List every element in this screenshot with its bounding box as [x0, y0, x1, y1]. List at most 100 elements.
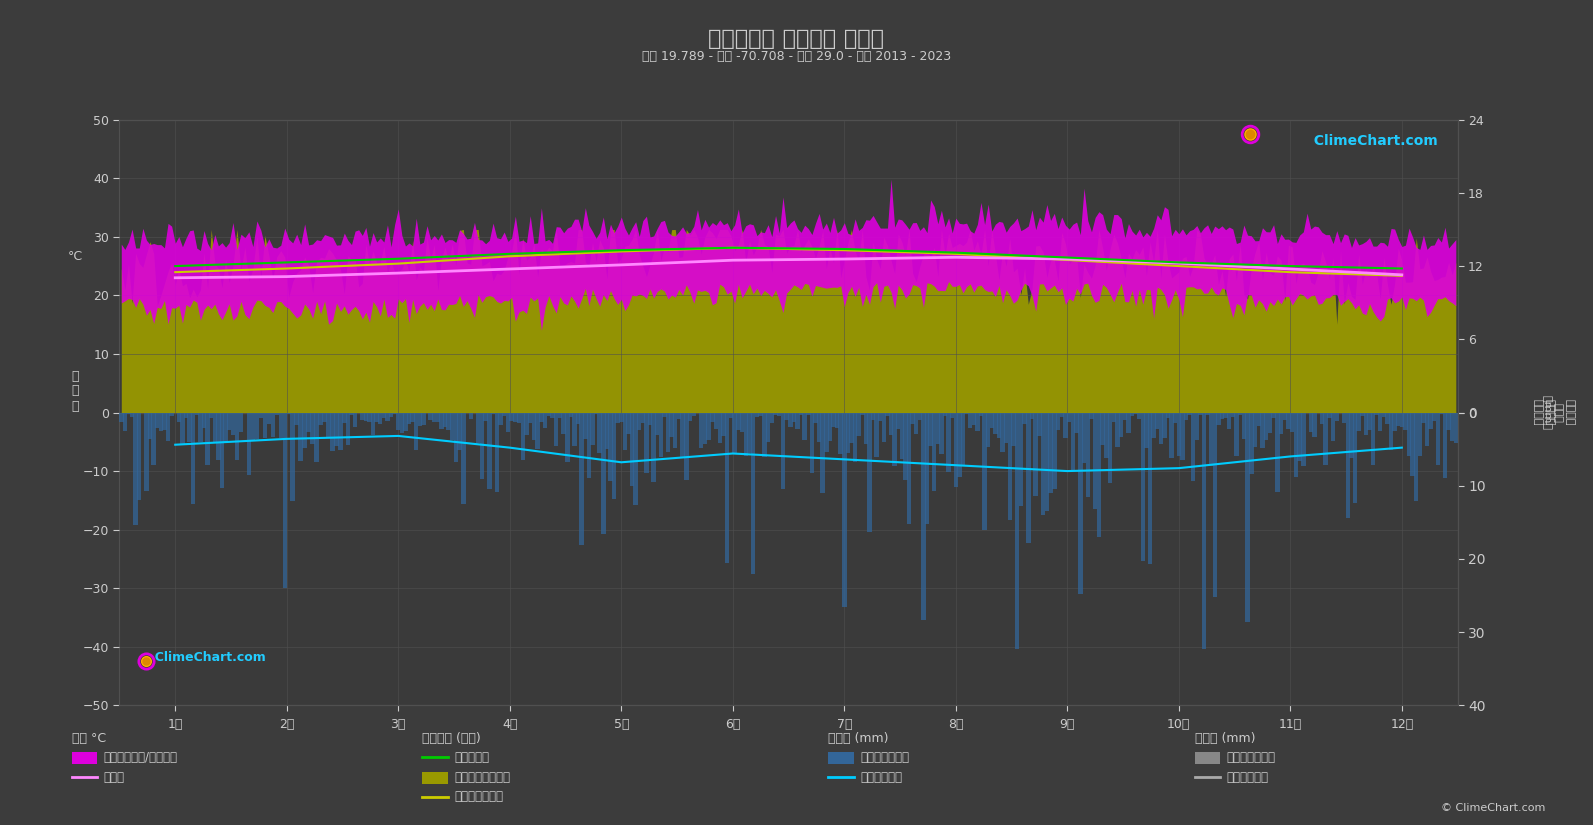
Bar — [820, 412, 825, 493]
Bar — [177, 412, 182, 422]
Bar — [1144, 412, 1149, 448]
Bar — [586, 412, 591, 478]
Bar — [655, 412, 660, 435]
Bar — [1415, 412, 1418, 501]
Bar — [338, 412, 342, 450]
Bar — [1294, 412, 1298, 477]
Bar — [703, 412, 707, 445]
Bar — [629, 412, 634, 486]
Bar — [714, 412, 718, 430]
Bar — [212, 412, 217, 443]
Bar — [1372, 412, 1375, 465]
Bar — [733, 412, 738, 453]
Bar — [1172, 412, 1177, 423]
Bar — [1152, 412, 1157, 438]
Bar — [1026, 412, 1031, 543]
Bar — [744, 412, 749, 455]
Bar — [382, 412, 386, 417]
Bar — [148, 412, 153, 439]
Bar — [1395, 412, 1400, 426]
Bar — [946, 412, 951, 473]
Bar — [648, 412, 652, 426]
Bar — [1074, 412, 1078, 433]
Bar — [1357, 412, 1360, 431]
Bar — [1375, 412, 1380, 416]
Bar — [319, 412, 323, 425]
Bar — [594, 412, 599, 414]
Bar — [881, 412, 886, 441]
Bar — [964, 412, 969, 414]
Bar — [457, 412, 462, 450]
Bar — [1324, 412, 1329, 464]
Bar — [809, 412, 814, 474]
Bar — [1386, 412, 1389, 423]
Bar — [867, 412, 871, 532]
Bar — [255, 412, 260, 439]
Bar — [543, 412, 548, 428]
Bar — [886, 412, 889, 417]
Bar — [123, 412, 127, 431]
Bar — [889, 412, 894, 435]
Bar — [487, 412, 492, 489]
Bar — [875, 412, 879, 457]
Bar — [789, 412, 793, 427]
Bar — [940, 412, 943, 454]
Bar — [209, 412, 213, 417]
Bar — [169, 412, 174, 417]
Bar — [725, 412, 730, 563]
Bar — [414, 412, 419, 450]
Bar — [287, 412, 292, 413]
Bar — [895, 412, 900, 429]
Bar — [609, 412, 613, 481]
Bar — [250, 412, 255, 440]
Bar — [957, 412, 962, 478]
Bar — [1115, 412, 1120, 446]
Bar — [494, 412, 499, 493]
Bar — [561, 412, 566, 434]
Bar — [386, 412, 390, 422]
Bar — [814, 412, 817, 422]
Bar — [878, 412, 883, 421]
Bar — [1438, 412, 1443, 413]
Bar — [263, 412, 268, 438]
Bar — [766, 412, 771, 442]
Text: 日中の時間: 日中の時間 — [454, 751, 489, 764]
Bar — [1249, 412, 1254, 474]
Bar — [440, 412, 443, 429]
Bar — [1134, 412, 1137, 413]
Bar — [652, 412, 656, 482]
Bar — [502, 412, 507, 416]
Text: 日ごとの降雨量: 日ごとの降雨量 — [860, 751, 910, 764]
Bar — [926, 412, 929, 524]
Bar — [417, 412, 422, 427]
Bar — [247, 412, 252, 475]
Bar — [1037, 412, 1042, 436]
Bar — [303, 412, 307, 449]
Bar — [1056, 412, 1061, 431]
Bar — [374, 412, 379, 422]
Bar — [1252, 412, 1257, 447]
Bar — [914, 412, 919, 434]
Bar — [516, 412, 521, 423]
Bar — [1389, 412, 1394, 450]
Bar — [220, 412, 225, 488]
Bar — [863, 412, 868, 444]
Bar — [1155, 412, 1160, 429]
Bar — [1048, 412, 1053, 493]
Bar — [1381, 412, 1386, 417]
Bar — [378, 412, 382, 424]
Y-axis label: 日照時間
（時間）: 日照時間 （時間） — [1532, 399, 1555, 426]
Bar — [750, 412, 755, 574]
Bar — [1301, 412, 1306, 466]
Bar — [761, 412, 766, 456]
Bar — [282, 412, 287, 587]
Bar — [1063, 412, 1067, 438]
Bar — [1319, 412, 1324, 423]
Text: ClimeChart.com: ClimeChart.com — [147, 652, 266, 664]
Bar — [1070, 412, 1075, 470]
Bar — [1101, 412, 1106, 445]
Bar — [223, 412, 228, 442]
Bar — [403, 412, 408, 431]
Bar — [1424, 412, 1429, 446]
Bar — [1163, 412, 1166, 438]
